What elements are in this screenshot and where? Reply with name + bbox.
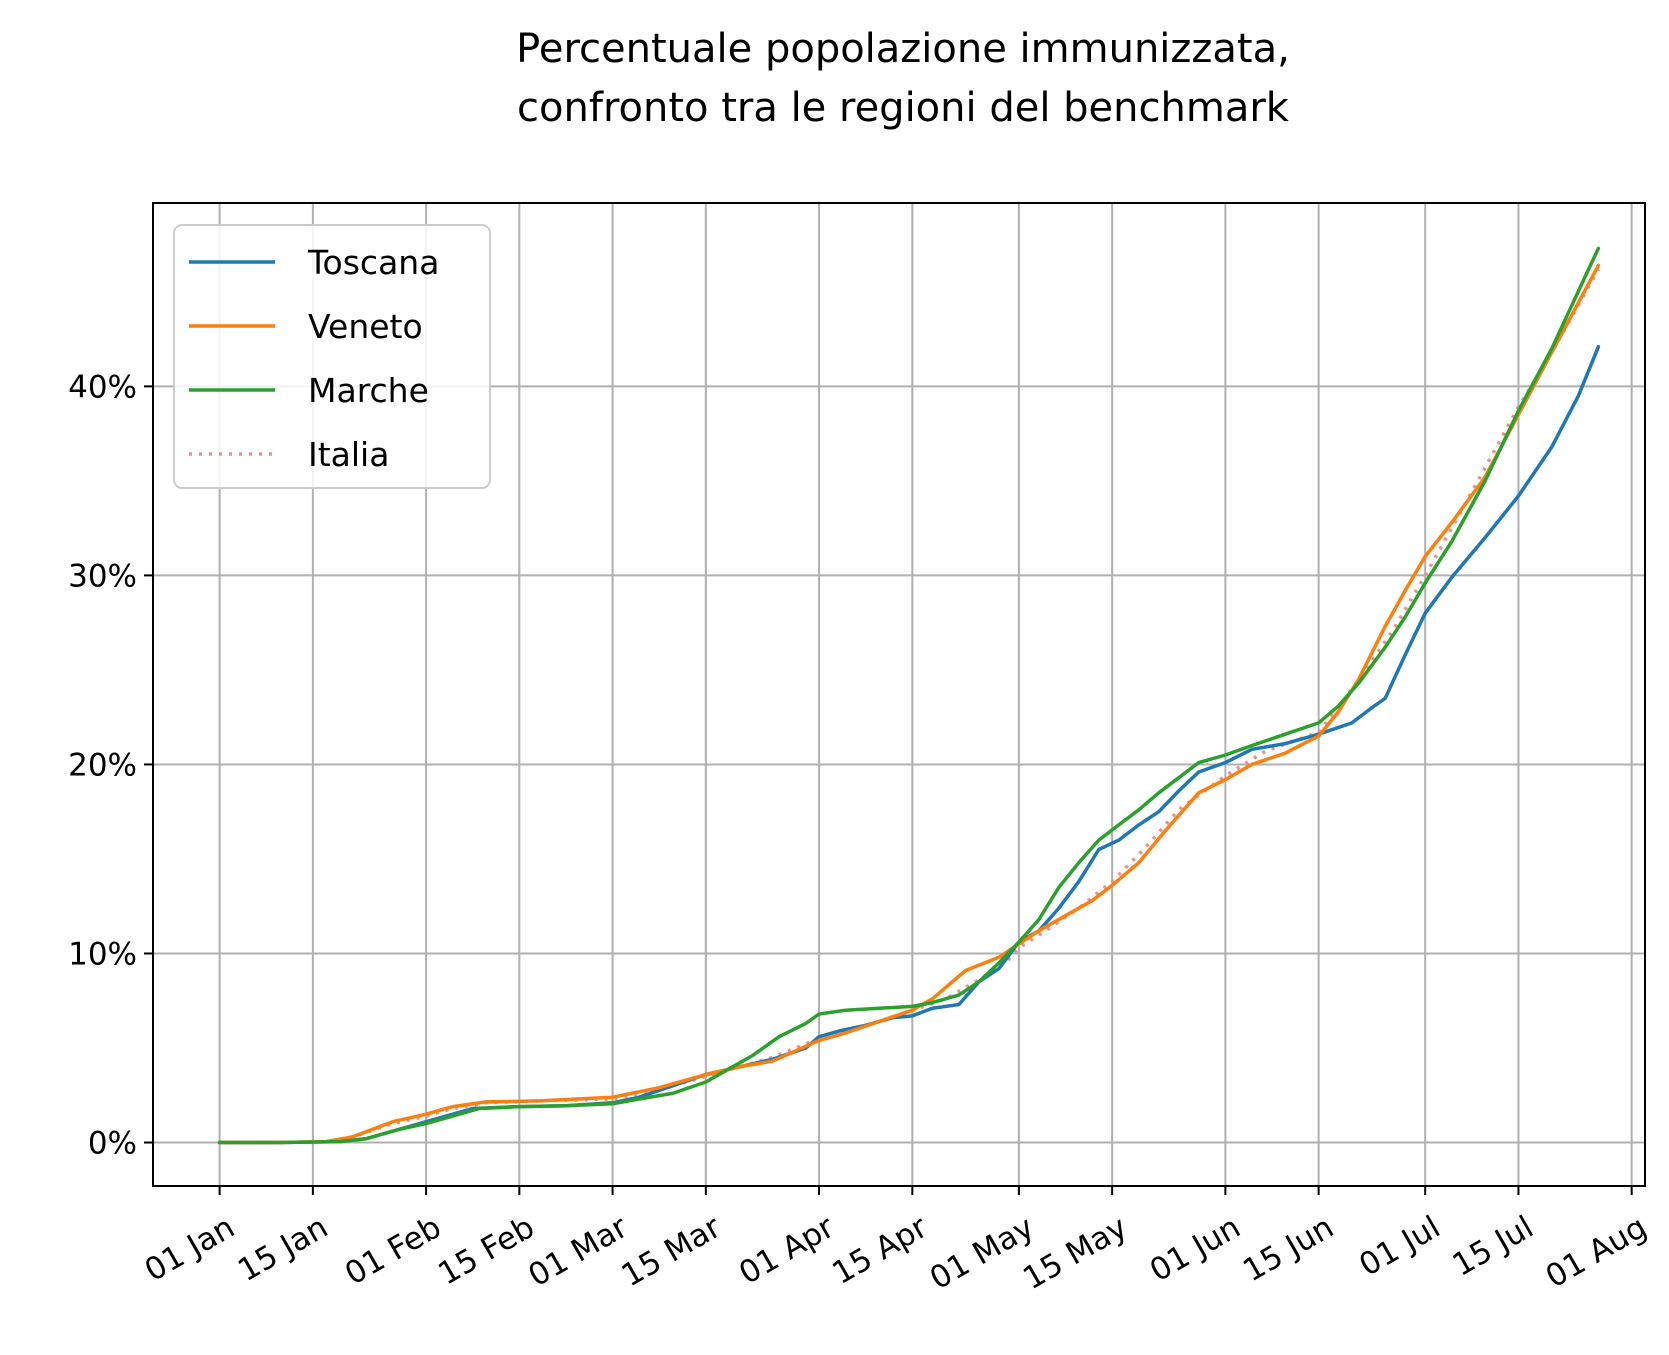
y-tick-label: 10%	[68, 936, 137, 972]
x-tick-label: 15 Jun	[1237, 1209, 1340, 1289]
y-axis: 0% 10% 20% 30% 40%	[68, 369, 153, 1162]
legend-label-veneto: Veneto	[308, 307, 423, 346]
gridlines	[153, 203, 1645, 1186]
x-tick-label: 01 Jan	[139, 1209, 241, 1289]
series-line-marche	[217, 246, 1601, 1145]
x-tick-label: 01 Mar	[522, 1209, 634, 1294]
y-tick-label: 0%	[88, 1126, 137, 1162]
legend-label-marche: Marche	[308, 371, 429, 410]
y-tick-label: 40%	[68, 369, 137, 405]
x-tick-label: 15 Apr	[826, 1209, 933, 1292]
y-tick-label: 20%	[68, 747, 137, 783]
legend: Toscana Veneto Marche Italia	[173, 224, 491, 489]
x-tick-label: 01 Jul	[1353, 1209, 1446, 1284]
legend-box	[173, 224, 491, 489]
x-tick-label: 01 Aug	[1540, 1209, 1653, 1295]
y-tick-label: 30%	[68, 558, 137, 594]
chart-title-line-2: confronto tra le regioni del benchmark	[517, 85, 1290, 131]
legend-label-italia: Italia	[308, 435, 389, 474]
plot-frame	[152, 202, 1646, 1187]
x-tick-label: 01 Apr	[733, 1209, 840, 1292]
x-tick-label: 15 Jul	[1447, 1209, 1540, 1284]
x-tick-label: 01 May	[924, 1209, 1040, 1297]
x-tick-label: 15 Jan	[232, 1209, 334, 1289]
x-tick-label: 01 Jun	[1144, 1209, 1247, 1289]
x-tick-label: 01 Feb	[339, 1209, 447, 1292]
series-lines	[217, 246, 1601, 1145]
chart-title-line-1: Percentuale popolazione immunizzata,	[516, 26, 1290, 72]
legend-label-toscana: Toscana	[307, 243, 439, 282]
x-tick-label: 15 Feb	[432, 1209, 540, 1292]
x-tick-label: 15 Mar	[616, 1209, 728, 1294]
x-tick-label: 15 May	[1017, 1209, 1133, 1297]
